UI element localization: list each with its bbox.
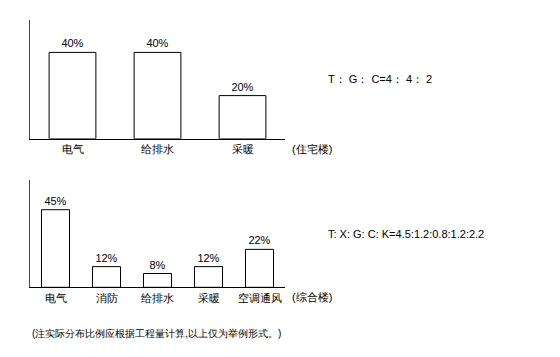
- svg-text:22%: 22%: [248, 234, 270, 246]
- svg-text:20%: 20%: [231, 81, 253, 93]
- svg-text:给排水: 给排水: [141, 292, 174, 304]
- svg-text:12%: 12%: [95, 252, 117, 264]
- svg-text:T： G： C=4： 4： 2: T： G： C=4： 4： 2: [328, 73, 432, 85]
- svg-text:45%: 45%: [44, 195, 66, 207]
- svg-text:消防: 消防: [96, 292, 118, 304]
- svg-text:12%: 12%: [197, 252, 219, 264]
- svg-text:(住宅楼): (住宅楼): [292, 143, 332, 155]
- svg-text:(注实际分布比例应根据工程量计算,以上仅为举例形式。): (注实际分布比例应根据工程量计算,以上仅为举例形式。): [32, 328, 281, 339]
- svg-text:40%: 40%: [146, 37, 168, 49]
- svg-text:空调通风: 空调通风: [238, 292, 282, 304]
- svg-text:电气: 电气: [62, 143, 84, 155]
- svg-text:40%: 40%: [61, 37, 83, 49]
- svg-text:T: X: G: C: K=4.5:1.2:0.8:1.2:: T: X: G: C: K=4.5:1.2:0.8:1.2:2.2: [328, 228, 484, 240]
- svg-text:(综合楼): (综合楼): [292, 291, 332, 303]
- svg-text:电气: 电气: [45, 292, 67, 304]
- svg-text:采暖: 采暖: [232, 143, 254, 155]
- svg-text:给排水: 给排水: [141, 143, 174, 155]
- svg-text:采暖: 采暖: [198, 292, 220, 304]
- svg-text:8%: 8%: [149, 259, 165, 271]
